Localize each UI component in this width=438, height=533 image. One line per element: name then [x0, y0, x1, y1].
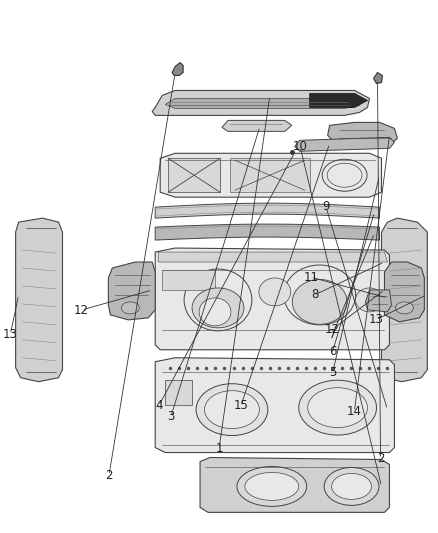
Text: 7: 7	[329, 328, 336, 341]
Polygon shape	[374, 72, 382, 84]
Ellipse shape	[192, 288, 244, 328]
Polygon shape	[162, 270, 215, 290]
Ellipse shape	[205, 391, 259, 429]
Polygon shape	[155, 203, 379, 218]
Polygon shape	[295, 138, 395, 151]
Polygon shape	[328, 123, 397, 148]
Polygon shape	[165, 379, 192, 405]
Polygon shape	[155, 224, 379, 240]
Text: 2: 2	[105, 469, 113, 482]
Ellipse shape	[332, 473, 371, 499]
Ellipse shape	[196, 384, 268, 435]
Polygon shape	[16, 218, 63, 382]
Text: 10: 10	[293, 140, 307, 154]
Polygon shape	[155, 248, 389, 350]
Polygon shape	[200, 457, 389, 512]
Ellipse shape	[322, 159, 367, 191]
Ellipse shape	[259, 278, 291, 306]
Text: 12: 12	[325, 322, 340, 336]
Text: 12: 12	[74, 304, 89, 317]
Text: 15: 15	[233, 399, 248, 413]
Ellipse shape	[184, 269, 252, 331]
Ellipse shape	[396, 302, 413, 314]
Polygon shape	[108, 262, 155, 320]
Polygon shape	[155, 358, 395, 453]
Text: 13: 13	[3, 328, 18, 341]
Ellipse shape	[245, 472, 299, 500]
Text: 2: 2	[377, 453, 384, 465]
Ellipse shape	[327, 163, 362, 187]
Polygon shape	[366, 290, 392, 312]
Text: 3: 3	[167, 410, 175, 423]
Polygon shape	[160, 154, 381, 197]
Polygon shape	[222, 120, 292, 131]
Text: 1: 1	[215, 442, 223, 455]
Text: 14: 14	[347, 405, 362, 418]
Text: 9: 9	[322, 200, 330, 213]
Polygon shape	[230, 158, 310, 192]
Text: 13: 13	[369, 313, 384, 326]
Polygon shape	[165, 99, 360, 108]
Polygon shape	[158, 252, 388, 262]
Polygon shape	[381, 218, 427, 382]
Ellipse shape	[308, 387, 367, 427]
Ellipse shape	[299, 380, 377, 435]
Polygon shape	[168, 158, 220, 192]
Polygon shape	[172, 62, 183, 76]
Ellipse shape	[237, 466, 307, 506]
Ellipse shape	[292, 279, 347, 325]
Text: 6: 6	[329, 345, 336, 358]
Ellipse shape	[121, 302, 139, 314]
Text: 11: 11	[303, 271, 318, 284]
Polygon shape	[310, 93, 367, 108]
Polygon shape	[385, 262, 424, 322]
Text: 5: 5	[329, 366, 336, 379]
Ellipse shape	[284, 265, 356, 325]
Text: 8: 8	[311, 288, 319, 301]
Ellipse shape	[199, 298, 231, 326]
Polygon shape	[152, 91, 370, 116]
Text: 4: 4	[155, 399, 162, 413]
Ellipse shape	[324, 467, 379, 505]
Ellipse shape	[356, 288, 384, 312]
